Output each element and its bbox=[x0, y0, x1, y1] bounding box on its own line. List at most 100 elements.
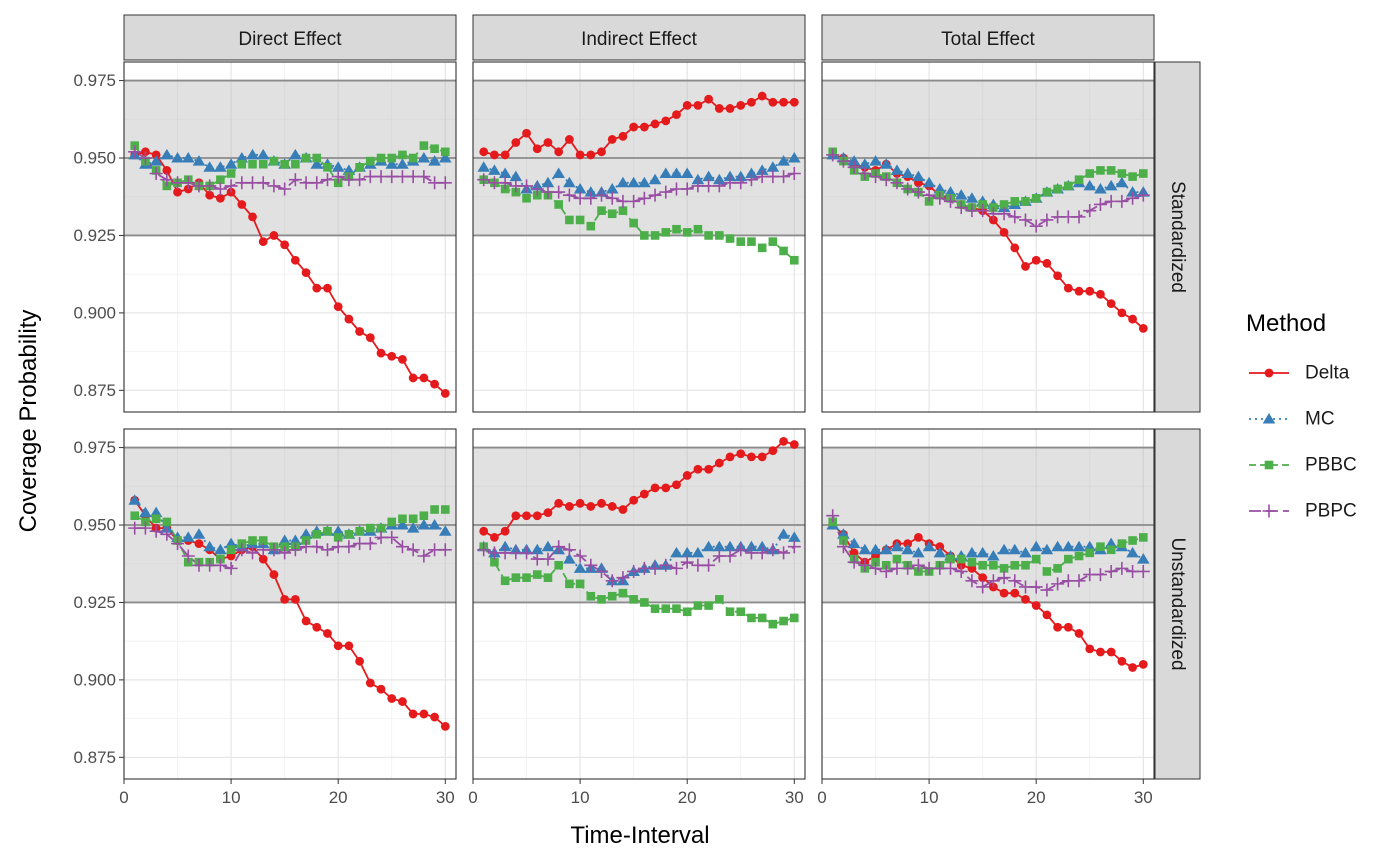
x-tick-label: 20 bbox=[329, 788, 348, 807]
data-point bbox=[847, 160, 861, 174]
data-point bbox=[438, 525, 452, 536]
x-tick-label: 10 bbox=[222, 788, 241, 807]
data-point bbox=[1074, 629, 1084, 638]
data-point bbox=[672, 224, 681, 234]
data-point bbox=[312, 530, 322, 539]
data-point bbox=[408, 709, 418, 719]
data-point bbox=[1063, 283, 1073, 293]
data-point bbox=[777, 170, 791, 184]
data-point bbox=[171, 537, 185, 551]
data-point bbox=[879, 564, 893, 578]
data-point bbox=[1117, 539, 1127, 548]
data-point bbox=[858, 158, 872, 169]
data-point bbox=[387, 351, 397, 361]
series-points-delta bbox=[130, 147, 450, 398]
data-point bbox=[128, 494, 142, 505]
x-tick-label: 30 bbox=[785, 788, 804, 807]
data-point bbox=[640, 598, 649, 607]
data-point bbox=[702, 558, 716, 572]
data-point bbox=[944, 561, 958, 575]
data-point bbox=[428, 519, 441, 530]
data-point bbox=[1106, 545, 1116, 555]
data-point bbox=[1085, 169, 1095, 178]
data-point bbox=[301, 616, 311, 626]
x-tick-label: 0 bbox=[468, 788, 477, 807]
data-point bbox=[1115, 194, 1129, 208]
data-point bbox=[479, 526, 489, 536]
panel-border bbox=[123, 61, 457, 413]
data-point bbox=[398, 514, 407, 524]
data-point bbox=[1042, 567, 1052, 576]
legend-key-marker bbox=[1262, 504, 1276, 518]
data-point bbox=[903, 539, 913, 549]
data-point bbox=[1010, 588, 1020, 598]
data-point bbox=[913, 533, 923, 542]
data-point bbox=[320, 543, 334, 557]
data-point bbox=[911, 558, 925, 572]
data-point bbox=[584, 191, 598, 205]
data-point bbox=[922, 188, 936, 202]
panel-unstandardized-indirect-effect bbox=[472, 428, 806, 780]
data-point bbox=[691, 173, 705, 185]
data-point bbox=[344, 314, 354, 324]
data-point bbox=[616, 176, 630, 188]
data-point bbox=[768, 446, 778, 456]
data-point bbox=[1115, 176, 1129, 188]
data-point bbox=[310, 176, 324, 190]
data-point bbox=[901, 182, 915, 196]
data-point bbox=[1104, 179, 1118, 191]
data-point bbox=[396, 519, 409, 530]
data-point bbox=[530, 543, 544, 555]
data-point bbox=[224, 561, 238, 575]
data-point bbox=[858, 167, 872, 181]
data-point bbox=[629, 218, 638, 228]
data-point bbox=[573, 549, 587, 563]
data-point bbox=[659, 185, 673, 199]
data-point bbox=[396, 158, 409, 169]
data-point bbox=[986, 574, 1000, 588]
data-point bbox=[976, 546, 989, 558]
data-point bbox=[1021, 262, 1030, 271]
data-point bbox=[789, 97, 799, 107]
data-point bbox=[989, 560, 998, 570]
data-point bbox=[605, 182, 619, 194]
data-point bbox=[532, 144, 542, 154]
data-point bbox=[323, 283, 332, 293]
data-point bbox=[563, 553, 576, 564]
data-point bbox=[768, 97, 778, 107]
data-point bbox=[498, 540, 512, 552]
data-point bbox=[597, 498, 606, 508]
data-point bbox=[269, 231, 279, 240]
data-point bbox=[342, 164, 356, 175]
data-point bbox=[1064, 181, 1073, 191]
data-point bbox=[490, 150, 499, 160]
data-point bbox=[1128, 172, 1137, 181]
data-point bbox=[278, 182, 292, 196]
data-point bbox=[151, 150, 161, 160]
data-point bbox=[1010, 243, 1020, 253]
data-point bbox=[715, 595, 724, 604]
data-point bbox=[1053, 271, 1063, 281]
data-point bbox=[312, 283, 322, 293]
legend-label: PBPC bbox=[1305, 501, 1357, 522]
data-point bbox=[648, 188, 662, 202]
data-point bbox=[520, 179, 534, 193]
data-point bbox=[387, 153, 397, 163]
data-point bbox=[944, 194, 958, 208]
data-point bbox=[565, 215, 574, 225]
data-point bbox=[713, 173, 726, 185]
data-point bbox=[879, 158, 893, 169]
data-point bbox=[160, 527, 174, 541]
data-point bbox=[650, 119, 660, 129]
data-point bbox=[500, 576, 510, 586]
data-point bbox=[320, 173, 334, 187]
data-point bbox=[912, 170, 925, 182]
data-point bbox=[1031, 255, 1041, 265]
data-point bbox=[1053, 184, 1062, 194]
data-point bbox=[836, 540, 850, 554]
data-point bbox=[954, 564, 968, 578]
data-point bbox=[618, 131, 628, 141]
data-point bbox=[385, 530, 399, 544]
data-point bbox=[890, 164, 904, 175]
data-point bbox=[520, 546, 534, 560]
